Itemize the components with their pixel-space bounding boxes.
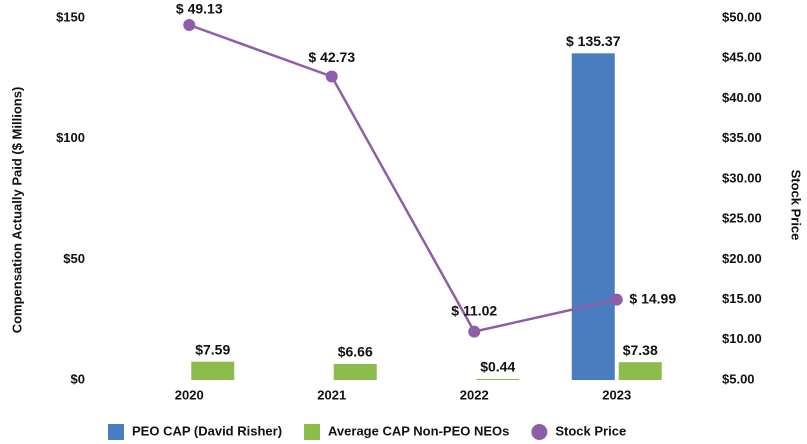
- y2-tick-label: $35.00: [722, 130, 762, 145]
- data-label: $ 42.73: [308, 49, 355, 65]
- y-tick-label: $100: [56, 130, 85, 145]
- line: [188, 23, 618, 333]
- y2-tick-label: $25.00: [722, 211, 762, 226]
- point: [468, 325, 481, 338]
- bar: [571, 53, 615, 380]
- data-label: $7.38: [623, 342, 658, 358]
- legend-label: PEO CAP (David Risher): [132, 423, 282, 438]
- x-tick-label: 2020: [175, 387, 204, 402]
- y2-tick-label: $50.00: [722, 9, 762, 24]
- bar: [191, 361, 235, 380]
- x-tick-label: 2021: [317, 387, 346, 402]
- bar: [476, 378, 520, 380]
- y2-tick-label: $15.00: [722, 291, 762, 306]
- y-tick-label: $50: [63, 251, 85, 266]
- point: [183, 18, 196, 31]
- x-tick-label: 2023: [602, 387, 631, 402]
- data-label: $ 11.02: [451, 302, 497, 318]
- point: [610, 293, 623, 306]
- legend-swatch: [531, 424, 548, 440]
- y-axis-label: Compensation Actually Paid ($ Millions): [9, 87, 24, 334]
- y2-tick-label: $40.00: [722, 90, 762, 105]
- legend-swatch: [108, 424, 124, 440]
- bar: [618, 362, 662, 380]
- data-label: $ 49.13: [176, 1, 223, 17]
- y-tick-label: $0: [71, 371, 85, 386]
- y2-tick-label: $45.00: [722, 50, 762, 65]
- legend-label: Average CAP Non-PEO NEOs: [328, 423, 509, 438]
- y2-axis-label: Stock Price: [789, 170, 804, 241]
- y2-tick-label: $5.00: [722, 371, 755, 386]
- legend-swatch: [304, 424, 321, 440]
- data-label: $ 135.37: [566, 33, 621, 49]
- y2-tick-label: $10.00: [722, 331, 762, 346]
- y2-tick-label: $20.00: [722, 251, 762, 266]
- y-tick-label: $150: [56, 9, 85, 24]
- y2-tick-label: $30.00: [722, 170, 762, 185]
- data-label: $ 14.99: [629, 290, 676, 306]
- bar: [333, 363, 377, 380]
- data-label: $0.44: [480, 359, 515, 375]
- data-label: $6.66: [338, 344, 373, 360]
- x-tick-label: 2022: [460, 387, 489, 402]
- legend-label: Stock Price: [555, 423, 626, 438]
- point: [325, 70, 338, 83]
- data-label: $7.59: [195, 341, 230, 357]
